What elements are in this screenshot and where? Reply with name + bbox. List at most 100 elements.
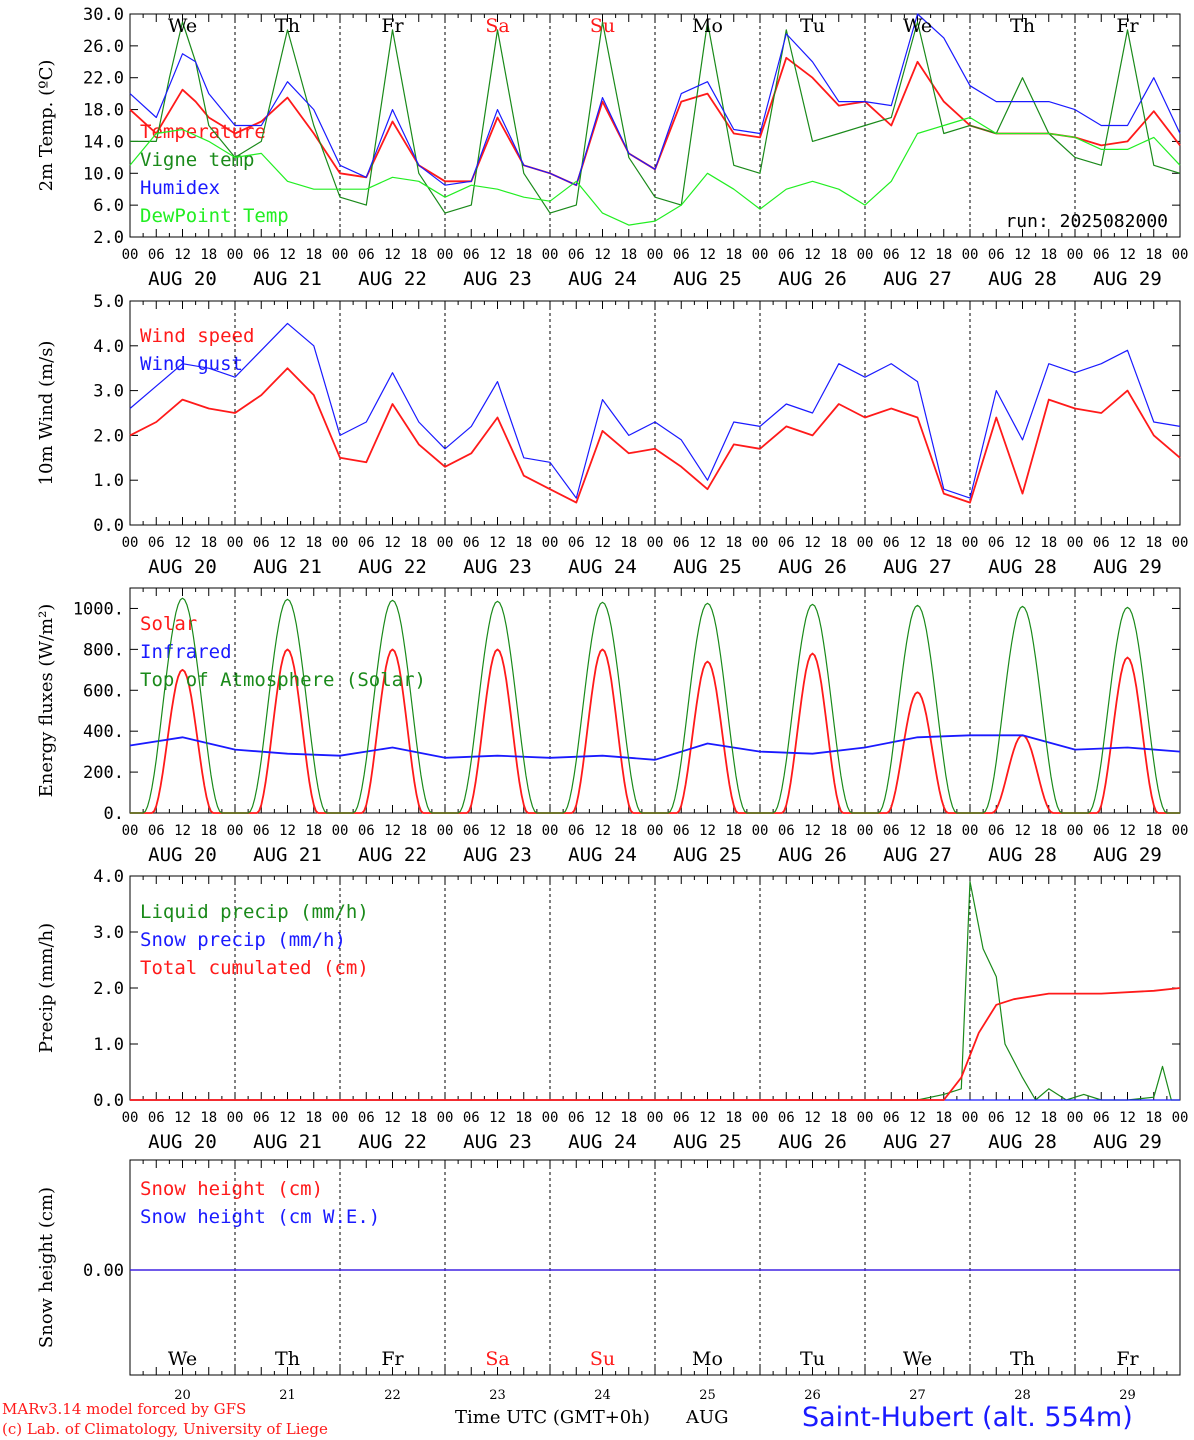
panel-1-hour-label: 12 <box>384 247 401 263</box>
panel-1-hour-label: 12 <box>489 247 506 263</box>
panel-4-hour-label: 18 <box>410 1110 427 1126</box>
panel-1-hour-label: 00 <box>647 247 664 263</box>
panel-4-hour-label: 00 <box>1172 1110 1189 1126</box>
weekday-label-top: Fr <box>1116 15 1139 37</box>
panel-4-hour-label: 18 <box>1145 1110 1162 1126</box>
panel-1-y-tick-label: 2.0 <box>93 228 124 248</box>
panel-1-hour-label: 06 <box>673 247 690 263</box>
weekday-label-bottom: We <box>168 1348 197 1370</box>
panel-2-hour-label: 06 <box>778 535 795 551</box>
panel-5-legend-entry: Snow height (cm) <box>140 1178 323 1200</box>
panel-2-hour-label: 12 <box>279 535 296 551</box>
panel-4-hour-label: 06 <box>358 1110 375 1126</box>
credit-line-2: (c) Lab. of Climatology, University of L… <box>2 1420 328 1438</box>
weekday-label-bottom: We <box>903 1348 932 1370</box>
panel-4-hour-label: 12 <box>279 1110 296 1126</box>
panel-1-frame <box>129 13 1181 238</box>
panel-4-y-tick-label: 4.0 <box>93 867 124 887</box>
panel-2-hour-label: 06 <box>673 535 690 551</box>
weekday-label-bottom: Su <box>590 1348 615 1370</box>
panel-3-date-label: AUG 23 <box>463 844 532 866</box>
panel-1-hour-label: 18 <box>935 247 952 263</box>
panel-4-hour-label: 00 <box>437 1110 454 1126</box>
day-number-label: 25 <box>699 1388 716 1403</box>
panel-3-y-tick-label: 200. <box>83 763 124 783</box>
panel-4-date-label: AUG 22 <box>358 1131 427 1153</box>
panel-3-y-tick-label: 1000. <box>73 599 124 619</box>
day-number-label: 24 <box>594 1388 611 1403</box>
panel-2-hour-label: 00 <box>1172 535 1189 551</box>
day-number-label: 21 <box>279 1388 296 1403</box>
panel-4-hour-label: 00 <box>1067 1110 1084 1126</box>
panel-1-hour-label: 06 <box>988 247 1005 263</box>
weekday-label-top: Tu <box>800 15 825 37</box>
panel-2-hour-label: 00 <box>857 535 874 551</box>
panel-3-hour-label: 00 <box>1067 823 1084 839</box>
panel-4-date-label: AUG 27 <box>883 1131 952 1153</box>
panel-4-hour-label: 18 <box>200 1110 217 1126</box>
panel-3-y-tick-label: 0. <box>104 804 124 824</box>
panel-2-date-label: AUG 22 <box>358 556 427 578</box>
panel-2-hour-label: 00 <box>437 535 454 551</box>
panel-3-hour-label: 12 <box>804 823 821 839</box>
panel-2-y-tick-label: 2.0 <box>93 426 124 446</box>
panel-2-date-label: AUG 20 <box>148 556 217 578</box>
panel-4-hour-label: 12 <box>489 1110 506 1126</box>
panel-2-legend-entry: Wind speed <box>140 325 254 347</box>
panel-3-hour-label: 06 <box>463 823 480 839</box>
panel-4-y-tick-label: 0.0 <box>93 1091 124 1111</box>
panel-2-hour-label: 12 <box>594 535 611 551</box>
credit-line-1: MARv3.14 model forced by GFS <box>2 1400 247 1418</box>
panel-3-hour-label: 00 <box>122 823 139 839</box>
panel-2-hour-label: 12 <box>909 535 926 551</box>
panel-3-hour-label: 06 <box>148 823 165 839</box>
day-number-label: 23 <box>489 1388 506 1403</box>
panel-4-hour-label: 06 <box>778 1110 795 1126</box>
panel-3-hour-label: 12 <box>1119 823 1136 839</box>
panel-3-hour-label: 00 <box>437 823 454 839</box>
day-number-label: 26 <box>804 1388 821 1403</box>
panel-2-series-line <box>129 322 1181 499</box>
panel-3-y-axis-label: Energy fluxes (W/m²) <box>36 604 57 798</box>
panel-4-y-tick-label: 2.0 <box>93 979 124 999</box>
panel-4-y-tick-label: 1.0 <box>93 1035 124 1055</box>
panel-1-hour-label: 00 <box>227 247 244 263</box>
panel-3-hour-label: 18 <box>935 823 952 839</box>
panel-2-hour-label: 12 <box>699 535 716 551</box>
panel-1-date-label: AUG 23 <box>463 268 532 290</box>
panel-2-date-label: AUG 29 <box>1093 556 1162 578</box>
panel-1-series-line <box>129 13 1181 186</box>
panel-2-date-label: AUG 27 <box>883 556 952 578</box>
panel-1-y-tick-label: 14.0 <box>83 132 124 152</box>
panel-1-hour-label: 00 <box>1067 247 1084 263</box>
panel-1-date-label: AUG 28 <box>988 268 1057 290</box>
weekday-label-top: Su <box>590 15 615 37</box>
panel-4-date-label: AUG 23 <box>463 1131 532 1153</box>
panel-4-date-label: AUG 20 <box>148 1131 217 1153</box>
panel-4-hour-label: 06 <box>568 1110 585 1126</box>
panel-4-legend-entry: Total cumulated (cm) <box>140 957 369 979</box>
panel-2-hour-label: 06 <box>1093 535 1110 551</box>
panel-3-hour-label: 12 <box>1014 823 1031 839</box>
panel-1-hour-label: 00 <box>122 247 139 263</box>
panel-1-hour-label: 00 <box>962 247 979 263</box>
panel-3-date-label: AUG 28 <box>988 844 1057 866</box>
panel-1-hour-label: 06 <box>463 247 480 263</box>
panel-1-hour-label: 06 <box>568 247 585 263</box>
panel-3-date-label: AUG 20 <box>148 844 217 866</box>
panel-1-hour-label: 18 <box>830 247 847 263</box>
panel-4-hour-label: 18 <box>725 1110 742 1126</box>
panel-1-hour-label: 18 <box>620 247 637 263</box>
panel-3-series-line <box>130 597 1180 814</box>
panel-1-hour-label: 18 <box>305 247 322 263</box>
weekday-label-bottom: Fr <box>1116 1348 1139 1370</box>
panel-3-hour-label: 06 <box>1093 823 1110 839</box>
panel-2-hour-label: 00 <box>752 535 769 551</box>
panel-2-hour-label: 18 <box>1040 535 1057 551</box>
panel-2-y-tick-label: 3.0 <box>93 382 124 402</box>
panel-3-legend-entry: Top of Atmosphere (Solar) <box>140 669 426 691</box>
panel-2-hour-label: 06 <box>253 535 270 551</box>
panel-4-hour-label: 06 <box>673 1110 690 1126</box>
panel-1-y-tick-label: 30.0 <box>83 5 124 25</box>
panel-2-hour-label: 06 <box>883 535 900 551</box>
